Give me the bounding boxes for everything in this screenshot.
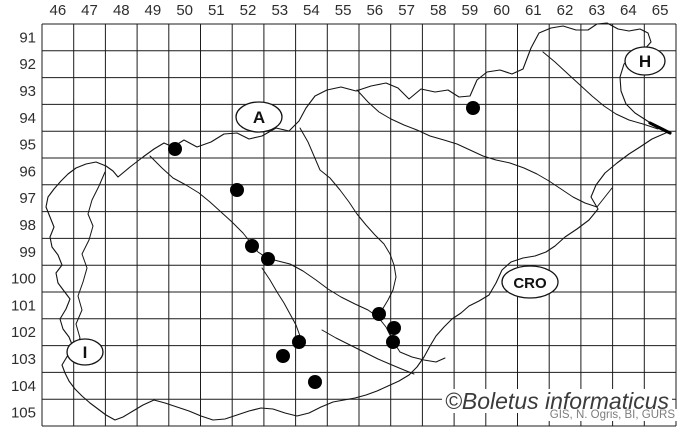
country-label-italy: I <box>83 343 88 362</box>
column-labels: 46 47 48 49 50 51 52 53 54 55 56 57 58 59 60 61 62 63 64 65 <box>50 2 669 19</box>
col-label: 49 <box>145 2 162 19</box>
col-label: 56 <box>366 2 383 19</box>
row-label: 93 <box>19 83 36 100</box>
credit-line: GIS, N. Ogris, BI, GURS <box>547 409 677 421</box>
slovenia-outline <box>45 22 672 421</box>
col-label: 65 <box>652 2 669 19</box>
occurrence-dot <box>245 239 259 253</box>
mura-exit-segment <box>648 121 672 135</box>
col-label: 60 <box>493 2 510 19</box>
row-label: 105 <box>11 405 36 422</box>
col-label: 55 <box>335 2 352 19</box>
occurrence-dot <box>261 252 275 266</box>
col-label: 47 <box>81 2 98 19</box>
col-label: 61 <box>525 2 542 19</box>
occurrence-dot <box>386 335 400 349</box>
occurrence-dot <box>308 375 322 389</box>
row-label: 96 <box>19 163 36 180</box>
occurrence-dot <box>230 183 244 197</box>
country-labels: A H CRO I <box>66 46 666 366</box>
col-label: 64 <box>620 2 637 19</box>
occurrence-dot <box>466 101 480 115</box>
occurrence-dot <box>276 349 290 363</box>
col-label: 58 <box>430 2 447 19</box>
river-krka <box>321 329 415 375</box>
row-label: 95 <box>19 137 36 154</box>
country-label-austria: A <box>253 108 265 127</box>
country-label-hungary: H <box>639 52 651 71</box>
river-mura <box>542 51 659 130</box>
utm-grid <box>41 23 677 427</box>
row-labels: 91 92 93 94 95 96 97 98 99 100 101 102 103 104 105 <box>11 29 36 421</box>
occurrence-dot <box>372 307 386 321</box>
col-label: 57 <box>398 2 415 19</box>
river-sava <box>149 155 446 363</box>
row-label: 98 <box>19 217 36 234</box>
country-ellipse-croatia <box>501 265 559 299</box>
occurrence-dots <box>168 101 480 389</box>
row-label: 97 <box>19 190 36 207</box>
col-label: 48 <box>113 2 130 19</box>
occurrence-dot <box>387 321 401 335</box>
country-ellipse-austria <box>235 101 283 133</box>
occurrence-dot <box>168 142 182 156</box>
river-soca <box>73 171 106 353</box>
row-label: 100 <box>11 271 36 288</box>
occurrence-dot <box>292 335 306 349</box>
row-label: 99 <box>19 244 36 261</box>
river-drava <box>356 89 613 208</box>
col-label: 63 <box>588 2 605 19</box>
river-lines <box>73 51 659 375</box>
col-label: 54 <box>303 2 320 19</box>
river-ljubljanica <box>261 267 301 337</box>
row-label: 104 <box>11 378 36 395</box>
country-ellipse-hungary <box>624 46 666 76</box>
row-label: 92 <box>19 56 36 73</box>
row-label: 101 <box>11 297 36 314</box>
col-label: 59 <box>462 2 479 19</box>
country-label-croatia: CRO <box>513 275 547 292</box>
col-label: 53 <box>271 2 288 19</box>
row-label: 94 <box>19 110 36 127</box>
country-border <box>45 22 669 421</box>
col-label: 52 <box>240 2 257 19</box>
col-label: 51 <box>208 2 225 19</box>
row-label: 91 <box>19 29 36 46</box>
col-label: 62 <box>557 2 574 19</box>
row-label: 102 <box>11 324 36 341</box>
river-savinja <box>299 127 397 311</box>
col-label: 50 <box>176 2 193 19</box>
row-label: 103 <box>11 351 36 368</box>
country-ellipse-italy <box>66 338 104 366</box>
col-label: 46 <box>50 2 67 19</box>
